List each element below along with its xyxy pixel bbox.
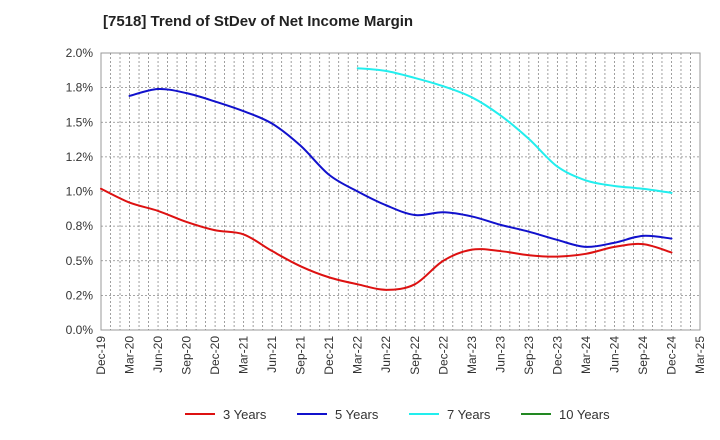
- y-tick-label: 1.8%: [66, 81, 94, 95]
- y-tick-label: 1.2%: [66, 150, 94, 164]
- x-tick-label: Dec-20: [208, 336, 222, 375]
- series-line-5-years: [128, 87, 673, 248]
- x-tick-label: Dec-19: [94, 336, 108, 375]
- chart-title: [7518] Trend of StDev of Net Income Marg…: [103, 13, 414, 30]
- x-tick-label: Mar-25: [693, 336, 707, 374]
- x-tick-label: Sep-24: [636, 336, 650, 375]
- x-tick-label: Jun-24: [607, 336, 621, 373]
- x-tick-label: Dec-22: [436, 336, 450, 375]
- x-tick-label: Jun-22: [379, 336, 393, 373]
- legend-label: 7 Years: [447, 407, 491, 422]
- x-tick-label: Sep-23: [522, 336, 536, 375]
- y-tick-label: 0.5%: [66, 254, 94, 268]
- x-tick-label: Dec-21: [322, 336, 336, 375]
- x-tick-label: Mar-21: [237, 336, 251, 374]
- y-tick-label: 0.0%: [66, 323, 94, 337]
- x-tick-label: Mar-22: [351, 336, 365, 374]
- x-tick-label: Jun-23: [493, 336, 507, 373]
- y-tick-label: 1.0%: [66, 185, 94, 199]
- x-tick-label: Mar-20: [123, 336, 137, 374]
- x-tick-label: Sep-22: [408, 336, 422, 375]
- series-line-3-years: [100, 187, 673, 291]
- legend-label: 3 Years: [223, 407, 267, 422]
- legend-label: 10 Years: [559, 407, 610, 422]
- x-tick-label: Sep-21: [294, 336, 308, 375]
- x-tick-label: Dec-23: [550, 336, 564, 375]
- series-line-7-years: [356, 67, 673, 194]
- x-tick-label: Dec-24: [664, 336, 678, 375]
- y-tick-label: 2.0%: [66, 46, 94, 60]
- x-tick-label: Jun-20: [151, 336, 165, 373]
- legend-label: 5 Years: [335, 407, 379, 422]
- plot-area: [100, 52, 701, 331]
- y-tick-label: 0.2%: [66, 288, 94, 302]
- y-tick-label: 1.5%: [66, 115, 94, 129]
- x-tick-label: Mar-23: [465, 336, 479, 374]
- x-tick-label: Mar-24: [579, 336, 593, 374]
- x-tick-label: Jun-21: [265, 336, 279, 373]
- x-tick-label: Sep-20: [180, 336, 194, 375]
- y-tick-label: 0.8%: [66, 219, 94, 233]
